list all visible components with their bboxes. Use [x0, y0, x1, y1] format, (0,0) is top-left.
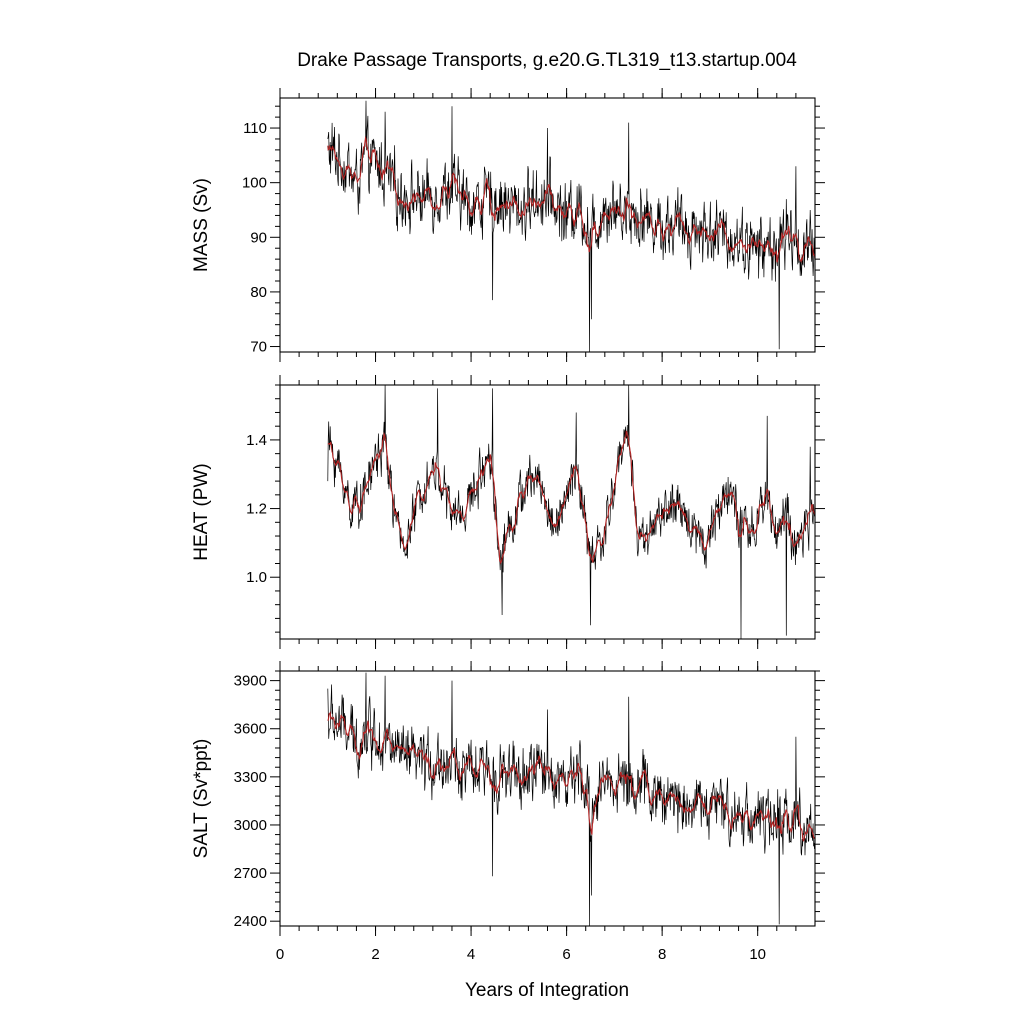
- panel-heat: 1.0 1.2 1.4 HEAT (PW): [191, 375, 825, 649]
- y-tick-label: 3900: [234, 673, 267, 690]
- y-tick-label: 2700: [234, 865, 267, 882]
- y-axis-title-salt: SALT (Sv*ppt): [191, 739, 212, 859]
- y-tick-label: 3000: [234, 817, 267, 834]
- chart-title: Drake Passage Transports, g.e20.G.TL319_…: [297, 50, 797, 71]
- y-tick-label: 1.2: [246, 501, 267, 518]
- y-tick-label: 3600: [234, 721, 267, 738]
- series-smoothed-mass: [327, 135, 815, 264]
- series-raw-mass: [327, 100, 815, 352]
- y-tick-label: 2400: [234, 913, 267, 930]
- y-tick-label: 80: [250, 284, 267, 301]
- y-tick-label: 90: [250, 229, 267, 246]
- x-tick-label: 0: [276, 946, 284, 963]
- x-tick-label: 2: [371, 946, 379, 963]
- x-tick-label: 4: [467, 946, 475, 963]
- y-axis-title-mass: MASS (Sv): [191, 178, 212, 272]
- panel-salt: 2400 2700 3000 3300 3600 3900 SALT (Sv*ppt) 0 2 4…: [191, 661, 825, 963]
- x-tick-label: 10: [749, 946, 766, 963]
- y-tick-label: 1.4: [246, 432, 267, 449]
- x-tick-label: 6: [562, 946, 570, 963]
- series-smoothed-salt: [327, 711, 815, 842]
- series-smoothed-heat: [327, 430, 815, 565]
- y-tick-label: 3300: [234, 769, 267, 786]
- y-axis-title-heat: HEAT (PW): [191, 463, 212, 560]
- x-axis-title: Years of Integration: [465, 980, 629, 1001]
- y-tick-label: 110: [243, 120, 267, 137]
- x-tick-label: 8: [658, 946, 666, 963]
- panel-mass: 70 80 90 100 110 MASS (Sv): [191, 88, 825, 362]
- y-tick-label: 1.0: [246, 569, 267, 586]
- series-raw-salt: [327, 672, 815, 926]
- y-tick-label: 100: [242, 175, 267, 192]
- series-raw-heat: [327, 385, 815, 639]
- y-tick-label: 70: [250, 339, 267, 356]
